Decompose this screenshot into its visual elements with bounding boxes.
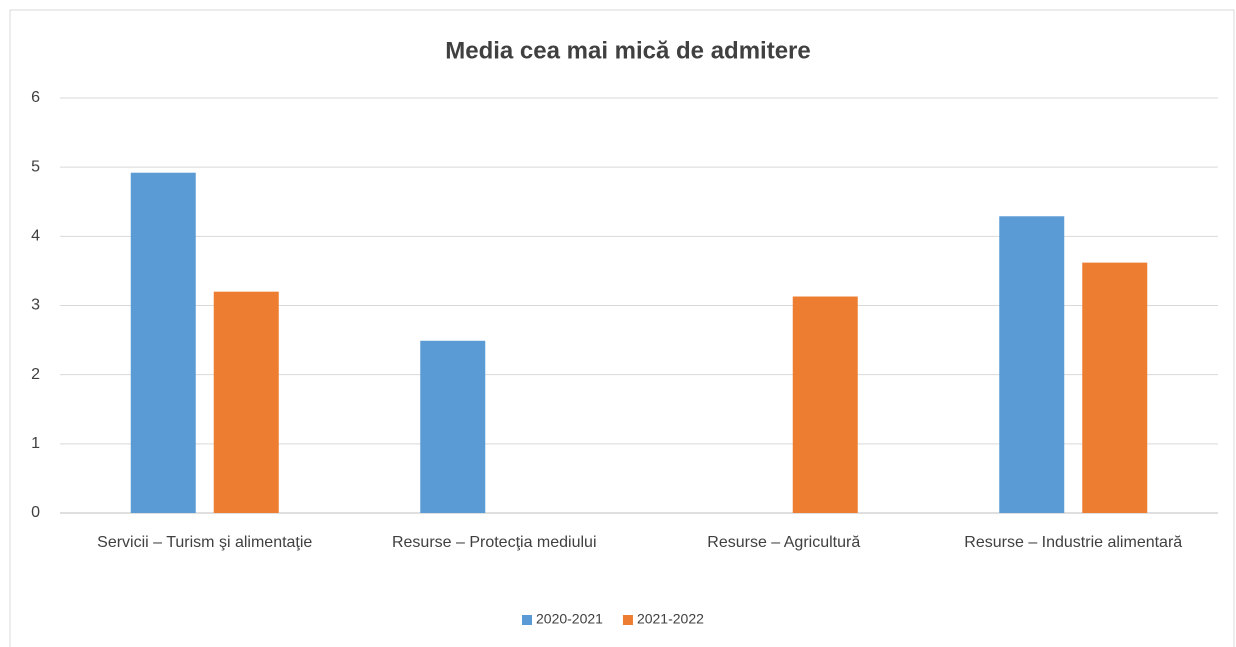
bar [792, 296, 858, 513]
y-tick-label: 3 [31, 297, 40, 314]
x-tick-label: Servicii – Turism şi alimentaţie [97, 534, 313, 551]
legend-swatch [622, 615, 633, 625]
chart-title: Media cea mai mică de admitere [445, 37, 811, 64]
x-tick-label: Resurse – Protecţia mediului [391, 534, 597, 551]
bar [213, 291, 279, 513]
bar [420, 340, 486, 513]
y-tick-label: 2 [31, 366, 40, 383]
x-tick-label-box: Resurse – Industrie alimentară [964, 534, 1183, 551]
x-tick-label-box: Servicii – Turism şi alimentaţie [97, 534, 313, 551]
y-tick-label: 6 [31, 89, 40, 106]
legend-label: 2020-2021 [536, 611, 603, 627]
y-tick-label: 5 [31, 158, 40, 175]
y-tick-label: 0 [31, 504, 40, 521]
x-tick-label: Resurse – Agricultură [707, 534, 861, 551]
x-tick-label-box: Resurse – Protecţia mediului [391, 534, 597, 551]
legend-label: 2021-2022 [637, 611, 704, 627]
x-tick-label-box: Resurse – Agricultură [707, 534, 861, 551]
bar [130, 172, 196, 513]
bar [1082, 262, 1148, 513]
bar [999, 216, 1065, 513]
y-tick-label: 1 [31, 435, 40, 452]
x-tick-label: Resurse – Industrie alimentară [964, 534, 1183, 551]
legend-swatch [522, 615, 532, 625]
y-tick-label: 4 [31, 228, 40, 245]
